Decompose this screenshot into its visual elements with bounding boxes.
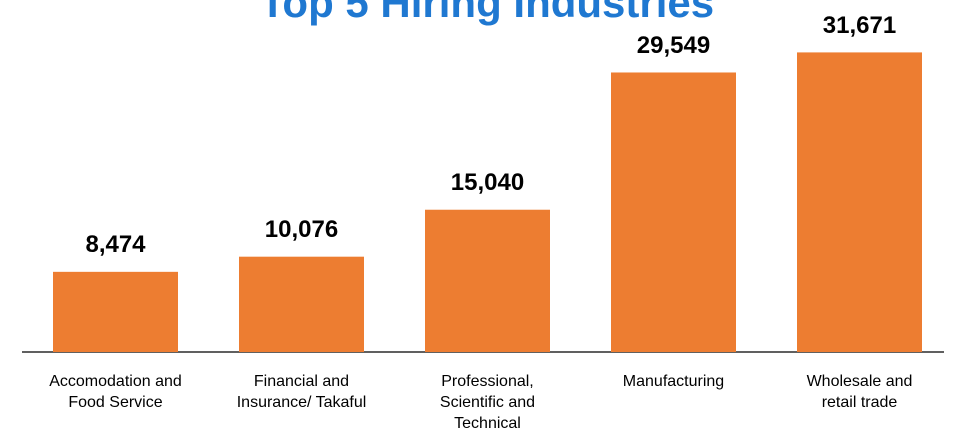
value-label: 15,040 — [451, 169, 524, 196]
x-tick-label: Manufacturing — [622, 373, 725, 390]
value-label: 8,474 — [85, 231, 146, 258]
bar — [239, 256, 364, 352]
x-tick-label: Wholesale and retail trade — [806, 373, 913, 411]
value-label: 10,076 — [265, 216, 338, 243]
bar — [425, 209, 550, 352]
chart-title: Top 5 Hiring Industries — [260, 0, 714, 26]
x-tick-label: Professional, Scientific and Technical — [439, 373, 536, 432]
value-label: 31,671 — [823, 12, 896, 39]
x-tick-label: Accomodation and Food Service — [49, 373, 182, 411]
bar — [797, 52, 922, 353]
x-tick-label: Financial and Insurance/ Takaful — [236, 373, 367, 411]
value-label: 29,549 — [637, 32, 710, 59]
bar — [611, 72, 736, 353]
bar — [53, 271, 178, 352]
